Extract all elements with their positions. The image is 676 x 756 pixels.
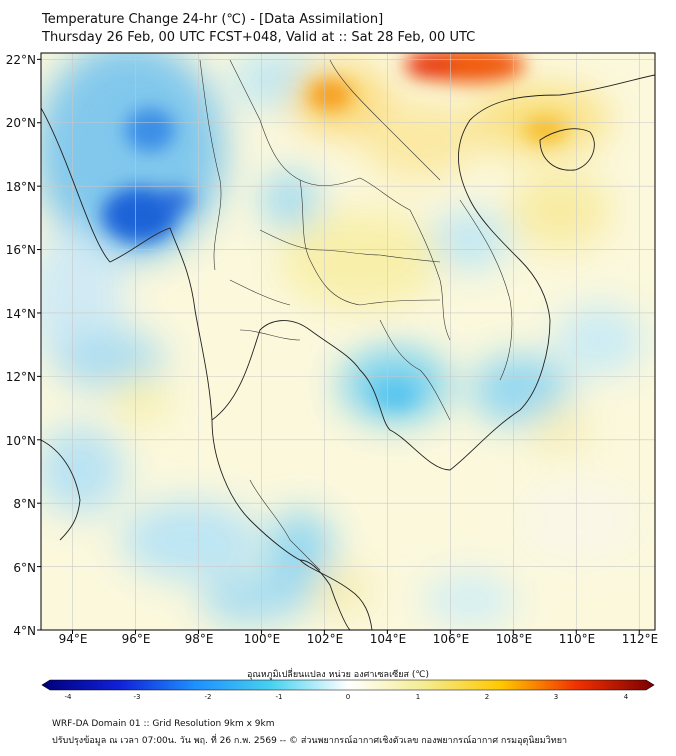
lat-label: 16°N [5,243,36,257]
province-borders [199,59,513,571]
lon-label: 94°E [58,632,88,646]
lat-label: 12°N [5,370,36,384]
colorbar-label: อุณหภูมิเปลี่ยนแปลง หน่วย องศาเซลเซียส (… [246,670,430,680]
lon-label: 108°E [495,632,533,646]
colorbar-tick: 2 [484,693,490,701]
lat-label: 20°N [5,116,36,130]
map-frame [40,52,656,631]
footer-credit: ปรับปรุงข้อมูล ณ เวลา 07:00น. วัน พฤ. ที… [52,736,568,746]
colorbar-scale [41,679,655,691]
colorbar-tick: 3 [553,693,559,701]
map-title: Temperature Change 24-hr (℃) - [Data Ass… [42,12,384,27]
temperature-field [41,53,655,630]
colorbar-tick: 1 [415,693,421,701]
lat-label: 8°N [13,497,36,511]
lon-label: 96°E [121,632,151,646]
lon-label: 102°E [306,632,344,646]
colorbar-tick: -4 [64,693,72,701]
colorbar [41,679,655,691]
colorbar-tick: -3 [133,693,141,701]
colorbar-tick: -2 [204,693,212,701]
graticule [41,53,655,630]
colorbar-tick: 4 [623,693,629,701]
map-subtitle: Thursday 26 Feb, 00 UTC FCST+048, Valid … [42,30,476,45]
lon-label: 100°E [243,632,281,646]
lat-label: 22°N [5,53,36,67]
lon-label: 106°E [432,632,470,646]
footer-model-info: WRF-DA Domain 01 :: Grid Resolution 9km … [52,719,275,729]
lon-label: 110°E [558,632,596,646]
lon-label: 98°E [184,632,214,646]
lat-label: 6°N [13,561,36,575]
lat-label: 4°N [13,624,36,638]
lat-label: 18°N [5,180,36,194]
lon-label: 104°E [369,632,407,646]
colorbar-tick: -1 [275,693,283,701]
lat-label: 10°N [5,434,36,448]
lon-label: 112°E [621,632,659,646]
coastlines [41,74,655,630]
colorbar-tick: 0 [345,693,351,701]
lat-label: 14°N [5,307,36,321]
